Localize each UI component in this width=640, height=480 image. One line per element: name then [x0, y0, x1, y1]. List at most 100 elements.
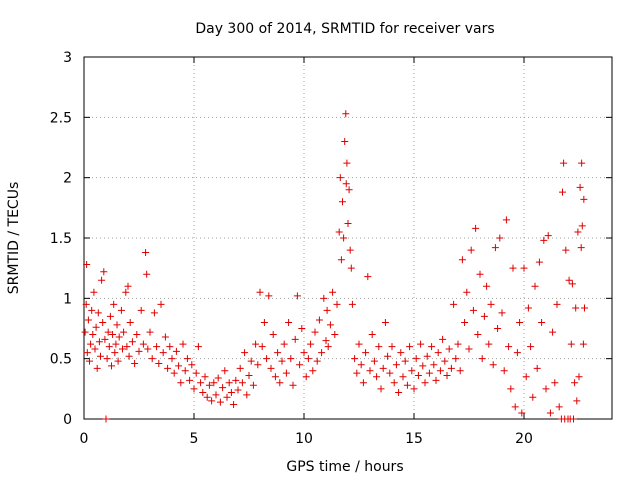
data-point	[469, 306, 477, 314]
data-point	[230, 401, 238, 409]
data-point	[258, 343, 266, 351]
data-point	[82, 300, 90, 308]
data-point	[341, 137, 349, 145]
data-point	[254, 361, 262, 369]
data-point	[282, 369, 290, 377]
data-point	[322, 337, 330, 345]
data-point	[313, 357, 321, 365]
data-point	[274, 349, 282, 357]
data-point	[578, 159, 586, 167]
data-point	[342, 110, 350, 118]
data-point	[186, 376, 194, 384]
data-point	[110, 300, 118, 308]
data-point	[397, 349, 405, 357]
data-point	[560, 159, 568, 167]
data-point	[362, 349, 370, 357]
data-point	[430, 361, 438, 369]
data-point	[81, 328, 89, 336]
data-point	[109, 331, 117, 339]
data-point	[311, 328, 319, 336]
data-point	[551, 379, 559, 387]
grid	[84, 57, 612, 419]
data-point	[153, 343, 161, 351]
data-point	[531, 282, 539, 290]
x-axis-label: GPS time / hours	[286, 459, 403, 475]
data-point	[164, 364, 172, 372]
data-point	[513, 349, 521, 357]
data-point	[335, 228, 343, 236]
data-point	[208, 397, 216, 405]
data-point	[544, 232, 552, 240]
data-point	[434, 349, 442, 357]
data-point	[346, 246, 354, 254]
data-point	[425, 369, 433, 377]
data-point	[97, 352, 104, 360]
data-point	[267, 364, 275, 372]
data-point	[245, 372, 253, 380]
data-point	[581, 304, 588, 312]
data-point	[384, 352, 392, 360]
data-point	[390, 379, 398, 387]
data-point	[502, 216, 510, 224]
data-point	[265, 292, 273, 300]
data-point	[181, 367, 189, 375]
data-point	[103, 355, 111, 363]
data-point	[403, 381, 411, 389]
data-point	[333, 300, 341, 308]
data-point	[348, 300, 356, 308]
data-point	[574, 228, 582, 236]
data-point	[463, 288, 471, 296]
data-point	[234, 386, 242, 394]
data-point	[491, 244, 499, 252]
data-point	[146, 328, 154, 336]
data-point	[505, 343, 513, 351]
data-point	[509, 264, 517, 272]
data-point	[527, 343, 535, 351]
data-point	[524, 304, 532, 312]
data-point	[106, 312, 114, 320]
data-point	[542, 385, 550, 393]
data-point	[432, 376, 440, 384]
data-point	[179, 340, 187, 348]
data-point	[538, 318, 546, 326]
data-point	[269, 331, 277, 339]
data-point	[381, 318, 389, 326]
data-point	[276, 379, 284, 387]
data-point	[443, 372, 451, 380]
data-point	[529, 393, 537, 401]
data-point	[223, 393, 231, 401]
data-point	[559, 188, 566, 196]
data-point	[572, 304, 580, 312]
data-point	[177, 379, 185, 387]
data-point	[83, 349, 91, 357]
data-point	[260, 318, 268, 326]
data-point	[386, 369, 394, 377]
data-point	[113, 321, 121, 329]
data-point	[89, 331, 97, 339]
data-point	[535, 258, 543, 266]
data-point	[553, 300, 561, 308]
data-point	[210, 379, 218, 387]
data-point	[579, 340, 587, 348]
data-point	[168, 355, 176, 363]
data-point	[119, 345, 126, 353]
data-point	[485, 340, 493, 348]
data-point	[395, 388, 403, 396]
data-point	[99, 318, 107, 326]
data-point	[518, 409, 526, 417]
data-point	[271, 373, 279, 381]
data-point	[225, 379, 233, 387]
data-point	[287, 355, 295, 363]
data-point	[104, 328, 112, 336]
data-point	[194, 343, 202, 351]
data-point	[105, 343, 113, 351]
data-point	[573, 397, 581, 405]
chart-title: Day 300 of 2014, SRMTID for receiver var…	[195, 21, 494, 37]
data-point	[445, 345, 453, 353]
data-point	[500, 367, 508, 375]
data-point	[546, 409, 554, 417]
data-point	[489, 361, 497, 369]
data-point	[144, 345, 152, 353]
data-point	[467, 246, 475, 254]
